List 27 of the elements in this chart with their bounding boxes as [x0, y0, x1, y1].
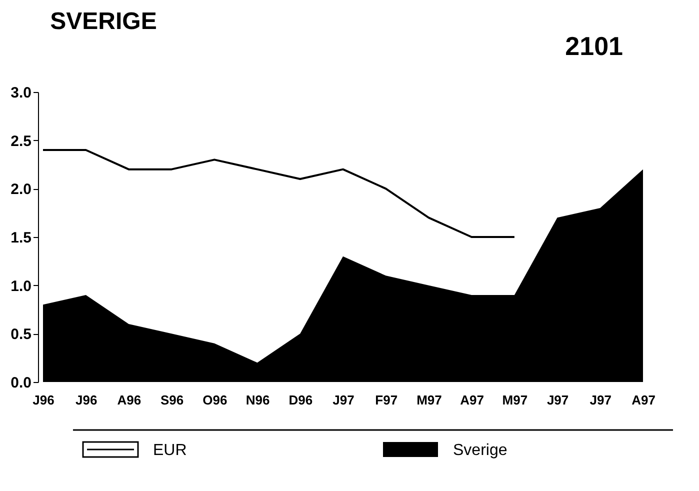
x-tick-label: A96: [117, 392, 142, 408]
y-tick-label: 1.5: [10, 230, 32, 246]
y-tick-label: 0.0: [10, 374, 32, 392]
chart-title: SVERIGE: [50, 8, 157, 35]
x-tick-label: N96: [246, 392, 270, 408]
x-tick-label: F97: [375, 392, 398, 408]
x-tick-label: M97: [502, 392, 528, 408]
x-tick-label: A97: [632, 392, 656, 408]
legend-label: EUR: [153, 442, 187, 459]
x-tick-label: A97: [460, 392, 484, 408]
x-tick-label: J97: [590, 392, 612, 408]
y-tick-label: 0.5: [10, 326, 32, 344]
x-tick-label: J96: [32, 392, 54, 408]
x-tick-label: M97: [416, 392, 442, 408]
line-series: [42, 149, 516, 238]
y-tick-label: 2.0: [10, 181, 32, 198]
x-tick-label: D96: [288, 392, 313, 408]
legend-label: Sverige: [453, 442, 508, 459]
x-tick-label: J97: [546, 392, 569, 408]
x-tick-label: S96: [160, 392, 184, 408]
y-tick-label: 2.5: [10, 132, 32, 150]
x-tick-label: J97: [332, 392, 354, 408]
x-tick-label: J96: [76, 392, 98, 408]
text: 2101: [565, 31, 623, 61]
y-tick-label: 3.0: [10, 84, 32, 102]
x-tick-label: O96: [202, 392, 228, 408]
y-tick-label: 1.0: [10, 278, 32, 295]
